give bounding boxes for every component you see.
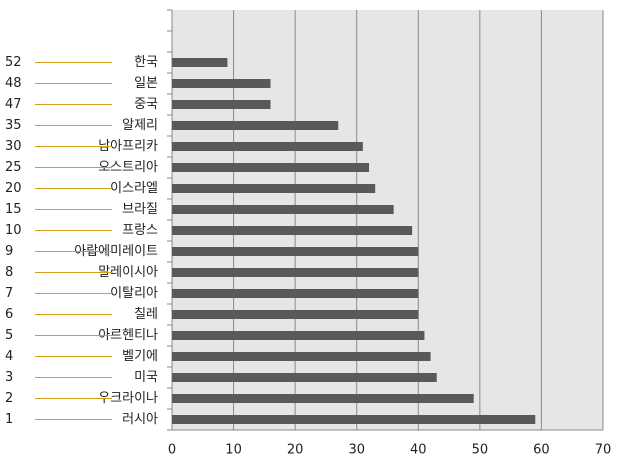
x-tick-label: 20 xyxy=(287,443,304,458)
x-tick-label: 70 xyxy=(595,443,612,458)
y-tick-label: 우크라이나 xyxy=(98,391,158,406)
x-tick-label: 0 xyxy=(168,443,176,458)
y-tick-label: 오스트리아 xyxy=(98,160,158,175)
x-tick-label: 60 xyxy=(533,443,550,458)
y-tick-label: 칠레 xyxy=(134,307,158,322)
rank-label: 7 xyxy=(5,286,13,301)
rank-label: 4 xyxy=(5,349,13,364)
rank-label: 47 xyxy=(5,97,22,112)
rank-label: 52 xyxy=(5,55,22,70)
rank-label: 9 xyxy=(5,244,13,259)
bar xyxy=(172,331,425,340)
bar xyxy=(172,163,370,172)
y-tick-label: 브라질 xyxy=(122,202,158,217)
bar xyxy=(172,394,474,403)
y-tick-label: 아르헨티나 xyxy=(98,328,158,343)
rank-label: 25 xyxy=(5,160,22,175)
rank-label: 5 xyxy=(5,328,13,343)
bar xyxy=(172,268,419,277)
y-tick-label: 아랍에미레이트 xyxy=(74,244,158,259)
plot-area xyxy=(172,10,603,430)
bar xyxy=(172,226,413,235)
y-tick-label: 이스라엘 xyxy=(110,181,158,196)
bar xyxy=(172,352,431,361)
y-tick-label: 남아프리카 xyxy=(98,139,158,154)
y-tick-label: 이탈리아 xyxy=(110,286,158,301)
bar xyxy=(172,373,437,382)
y-tick-label: 일본 xyxy=(134,76,158,91)
bar xyxy=(172,100,271,109)
x-tick-label: 30 xyxy=(348,443,365,458)
rank-label: 8 xyxy=(5,265,13,280)
bar xyxy=(172,121,339,130)
y-tick-label: 프랑스 xyxy=(122,223,158,238)
rank-label: 48 xyxy=(5,76,22,91)
bar xyxy=(172,205,394,214)
bar xyxy=(172,58,228,67)
y-tick-label: 한국 xyxy=(134,55,158,70)
rank-label: 1 xyxy=(5,412,13,427)
bar xyxy=(172,310,419,319)
rank-label: 3 xyxy=(5,370,13,385)
rank-label: 35 xyxy=(5,118,22,133)
rank-label: 10 xyxy=(5,223,22,238)
x-tick-label: 10 xyxy=(225,443,242,458)
y-tick-label: 미국 xyxy=(134,370,158,385)
bar xyxy=(172,415,536,424)
y-tick-label: 벨기에 xyxy=(122,349,158,364)
bar xyxy=(172,247,419,256)
bar xyxy=(172,289,419,298)
bar xyxy=(172,79,271,88)
x-tick-label: 50 xyxy=(472,443,489,458)
x-tick-label: 40 xyxy=(410,443,427,458)
rank-label: 15 xyxy=(5,202,22,217)
bar xyxy=(172,142,363,151)
y-tick-label: 말레이시아 xyxy=(98,265,158,280)
rank-label: 20 xyxy=(5,181,22,196)
y-tick-label: 중국 xyxy=(134,97,158,112)
y-tick-label: 알제리 xyxy=(122,118,158,133)
rank-label: 6 xyxy=(5,307,13,322)
bar xyxy=(172,184,376,193)
y-tick-label: 러시아 xyxy=(122,412,158,427)
rank-label: 2 xyxy=(5,391,13,406)
rank-label: 30 xyxy=(5,139,22,154)
